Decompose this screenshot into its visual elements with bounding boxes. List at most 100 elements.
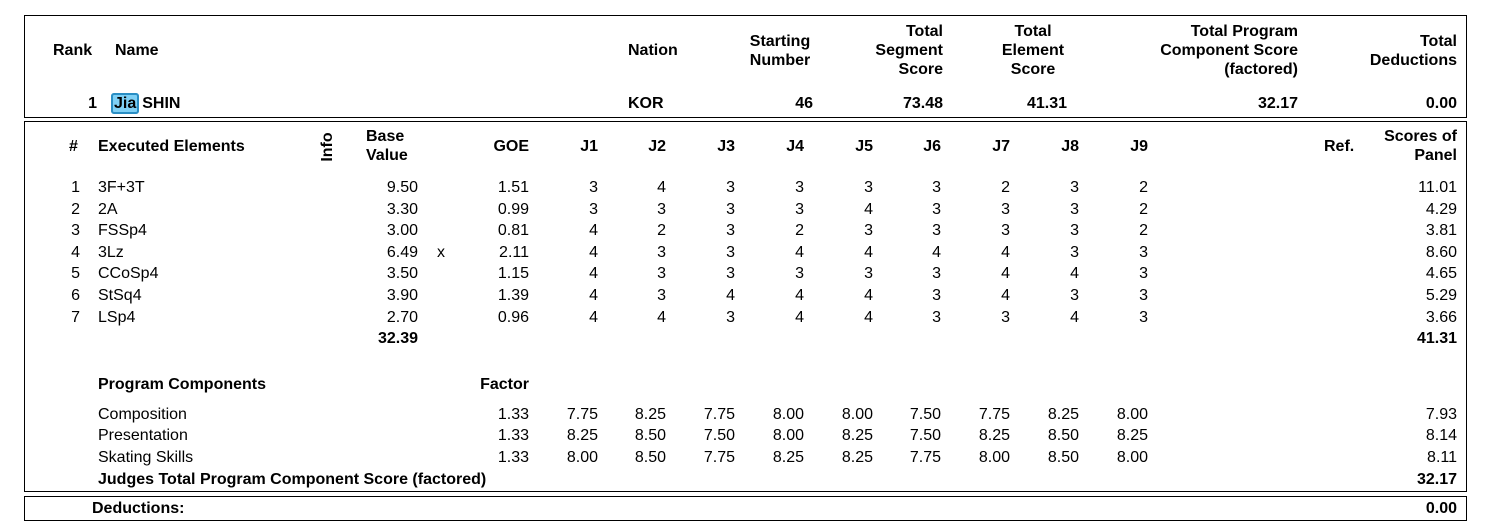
nation-header: Nation xyxy=(628,42,678,59)
element-judge-score: 3 xyxy=(657,265,666,282)
ref-header: Ref. xyxy=(1324,138,1355,155)
element-panel-score: 8.60 xyxy=(1425,244,1457,261)
element-judge-score: 3 xyxy=(726,244,735,261)
element-judge-score: 3 xyxy=(726,309,735,326)
element-judge-score: 4 xyxy=(1001,265,1010,282)
element-judge-score: 3 xyxy=(726,222,735,239)
element-judge-score: 3 xyxy=(864,265,873,282)
pcs-total-label: Judges Total Program Component Score (fa… xyxy=(98,471,487,488)
component-judge-score: 7.50 xyxy=(703,427,735,444)
element-judge-score: 4 xyxy=(589,222,598,239)
element-judge-score: 3 xyxy=(864,222,873,239)
component-judge-score: 8.00 xyxy=(566,449,598,466)
element-name: CCoSp4 xyxy=(98,265,159,282)
element-goe: 0.99 xyxy=(497,201,529,218)
base-value-total: 32.39 xyxy=(377,330,418,347)
component-judge-score: 8.00 xyxy=(1116,449,1148,466)
element-name: 3F+3T xyxy=(98,179,145,196)
element-number: 7 xyxy=(71,309,80,326)
element-judge-score: 3 xyxy=(795,201,804,218)
component-judge-score: 8.00 xyxy=(841,406,873,423)
element-judge-score: 3 xyxy=(657,201,666,218)
element-judge-score: 3 xyxy=(1001,309,1010,326)
element-base-value: 2.70 xyxy=(386,309,418,326)
judge-header-9: J9 xyxy=(1130,138,1148,155)
element-judge-score: 3 xyxy=(932,179,941,196)
judge-header-7: J7 xyxy=(992,138,1010,155)
element-judge-score: 3 xyxy=(726,201,735,218)
panel-total: 41.31 xyxy=(1416,330,1457,347)
element-judge-score: 3 xyxy=(589,179,598,196)
element-judge-score: 4 xyxy=(864,244,873,261)
element-judge-score: 3 xyxy=(1070,222,1079,239)
element-info: x xyxy=(437,244,445,261)
element-name: StSq4 xyxy=(98,287,142,304)
element-number: 4 xyxy=(71,244,80,261)
tes-header-line3: Score xyxy=(1010,61,1056,78)
element-judge-score: 3 xyxy=(657,244,666,261)
component-judge-score: 8.25 xyxy=(772,449,804,466)
element-panel-score: 11.01 xyxy=(1418,179,1457,196)
element-judge-score: 4 xyxy=(932,244,941,261)
element-judge-score: 4 xyxy=(589,244,598,261)
component-judge-score: 8.00 xyxy=(1116,406,1148,423)
element-judge-score: 3 xyxy=(1070,179,1079,196)
component-judge-score: 7.75 xyxy=(566,406,598,423)
tss-header-line2: Segment xyxy=(875,42,943,59)
component-judge-score: 8.25 xyxy=(566,427,598,444)
element-judge-score: 2 xyxy=(1139,222,1148,239)
pcs-header-line3: (factored) xyxy=(1224,61,1298,78)
component-judge-score: 8.25 xyxy=(978,427,1010,444)
total-segment-score: 73.48 xyxy=(902,95,943,112)
judge-header-3: J3 xyxy=(717,138,735,155)
deductions-header-line2: Deductions xyxy=(1369,52,1457,69)
element-number: 5 xyxy=(71,265,80,282)
element-base-value: 3.50 xyxy=(386,265,418,282)
component-factor: 1.33 xyxy=(497,449,529,466)
panel-header-line2: Panel xyxy=(1414,147,1457,164)
judge-header-1: J1 xyxy=(580,138,598,155)
element-number: 3 xyxy=(71,222,80,239)
total-deductions: 0.00 xyxy=(1425,95,1457,112)
element-number: 6 xyxy=(71,287,80,304)
component-panel-score: 7.93 xyxy=(1425,406,1457,423)
component-judge-score: 8.25 xyxy=(841,427,873,444)
component-judge-score: 7.50 xyxy=(909,427,941,444)
deductions-header-line1: Total xyxy=(1419,33,1457,50)
component-judge-score: 8.00 xyxy=(772,427,804,444)
factor-header: Factor xyxy=(480,376,529,393)
element-judge-score: 3 xyxy=(589,201,598,218)
pcs-header-line1: Total Program xyxy=(1190,23,1298,40)
judge-header-2: J2 xyxy=(648,138,666,155)
component-judge-score: 7.75 xyxy=(703,406,735,423)
element-judge-score: 3 xyxy=(1070,201,1079,218)
element-judge-score: 3 xyxy=(932,287,941,304)
element-judge-score: 3 xyxy=(864,179,873,196)
judge-header-8: J8 xyxy=(1061,138,1079,155)
element-judge-score: 4 xyxy=(864,309,873,326)
base-value-header-line1: Base xyxy=(366,128,405,145)
element-judge-score: 3 xyxy=(932,265,941,282)
component-panel-score: 8.11 xyxy=(1427,449,1457,466)
component-judge-score: 8.00 xyxy=(978,449,1010,466)
deductions-label: Deductions: xyxy=(92,500,185,517)
element-base-value: 9.50 xyxy=(386,179,418,196)
element-judge-score: 4 xyxy=(795,244,804,261)
skater-name: Jia SHIN xyxy=(111,93,180,114)
element-judge-score: 3 xyxy=(1139,265,1148,282)
element-goe: 0.96 xyxy=(497,309,529,326)
element-judge-score: 3 xyxy=(932,222,941,239)
skater-starting-number: 46 xyxy=(795,95,813,112)
element-judge-score: 2 xyxy=(1001,179,1010,196)
deductions-box xyxy=(24,496,1467,521)
element-judge-score: 4 xyxy=(657,309,666,326)
element-judge-score: 4 xyxy=(864,287,873,304)
element-judge-score: 3 xyxy=(1139,287,1148,304)
element-judge-score: 4 xyxy=(589,265,598,282)
component-judge-score: 8.50 xyxy=(634,449,666,466)
component-factor: 1.33 xyxy=(497,406,529,423)
element-judge-score: 3 xyxy=(795,265,804,282)
component-name: Skating Skills xyxy=(98,449,194,466)
starting-number-header-line1: Starting xyxy=(749,33,811,50)
element-judge-score: 3 xyxy=(795,179,804,196)
